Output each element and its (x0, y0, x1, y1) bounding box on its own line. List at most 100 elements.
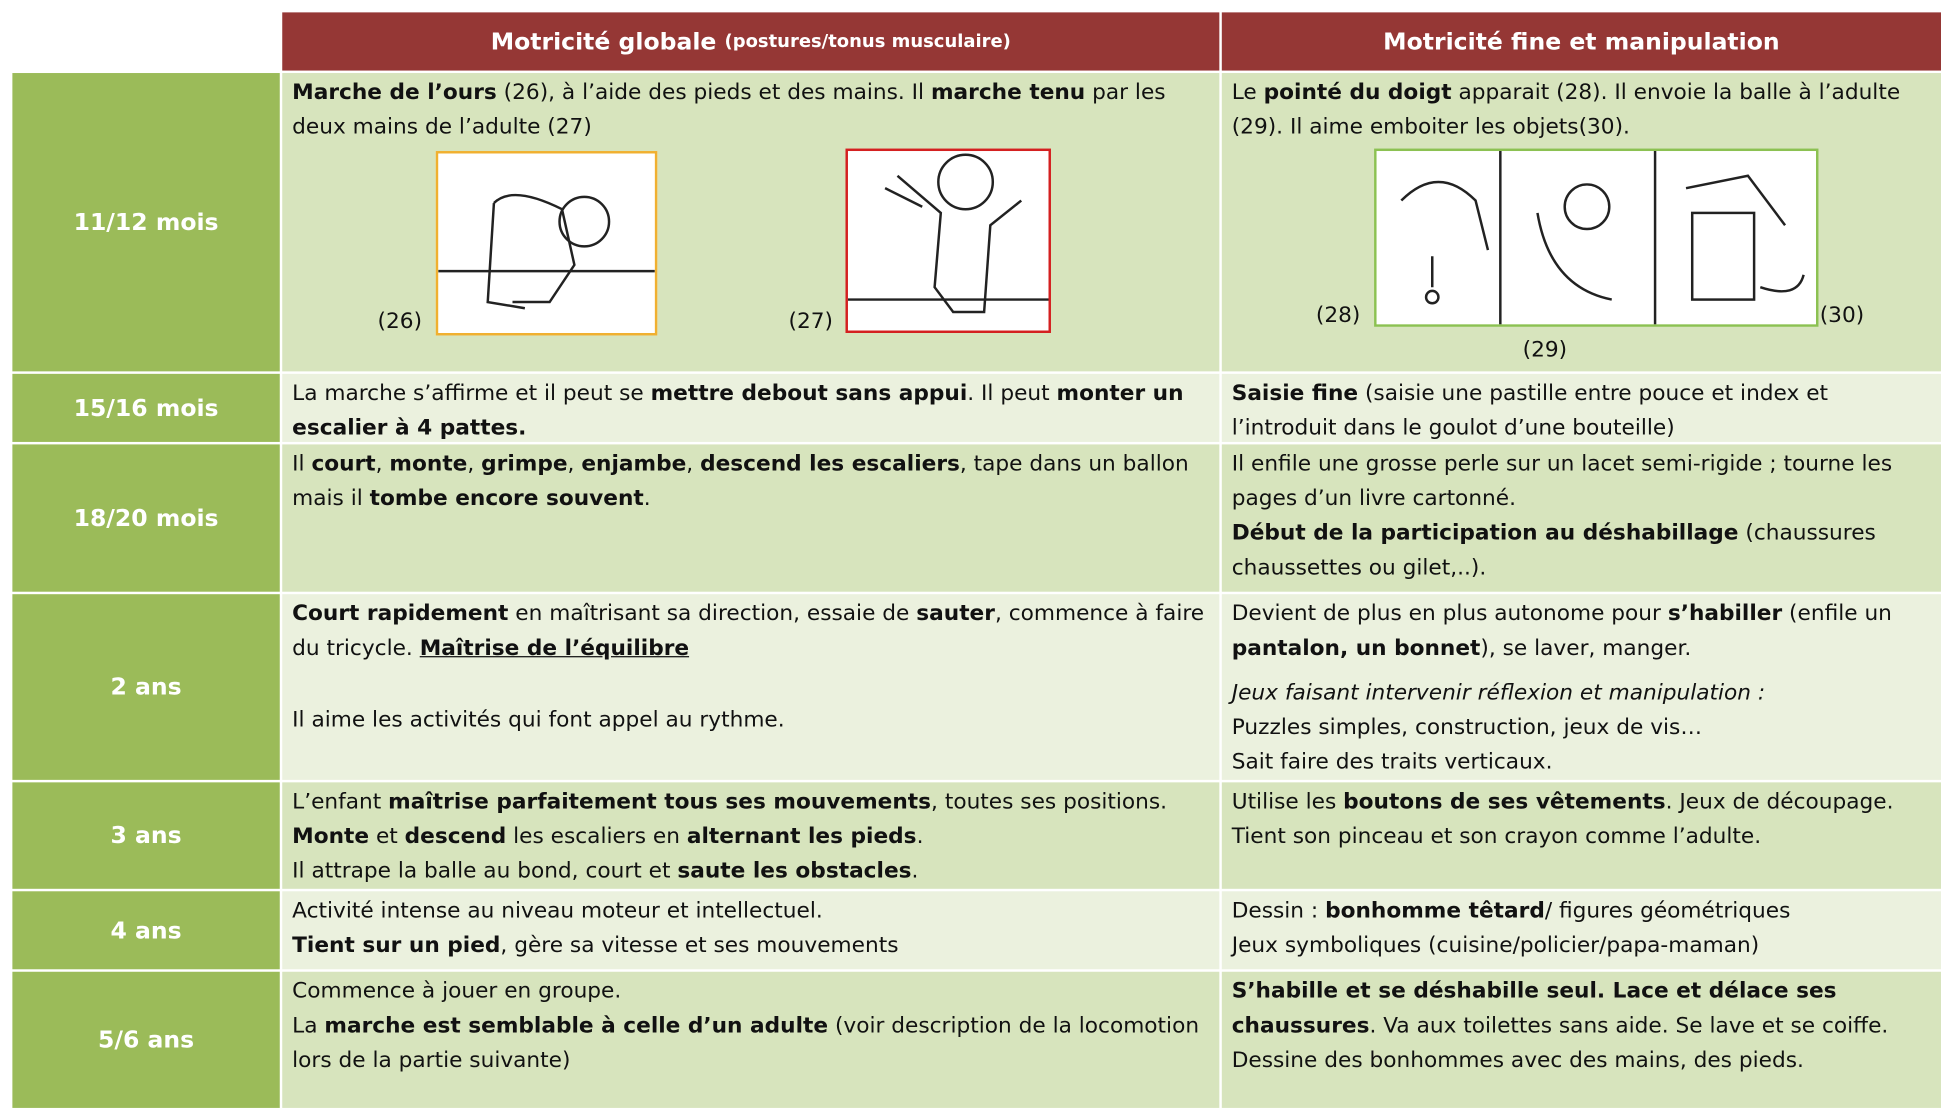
paragraph: Il attrape la balle au bond, court et sa… (292, 854, 1212, 889)
text-run: . Il peut (967, 381, 1057, 407)
text-run: en maîtrisant sa direction, essaie de (508, 601, 917, 627)
text-run: , (567, 451, 582, 477)
age-cell: 4 ans (12, 891, 280, 970)
text-run: , commence à faire du tricycle. (292, 601, 1205, 662)
content-cell: L’enfant maîtrise parfaitement tous ses … (282, 782, 1220, 889)
text-run: Commence à jouer en groupe. (292, 979, 622, 1004)
paragraph: La marche est semblable à celle d’un adu… (292, 1009, 1212, 1078)
age-cell: 11/12 mois (12, 73, 280, 372)
text-run: Jeux symboliques (cuisine/policier/papa-… (1231, 933, 1760, 959)
text-run: par les deux mains de l’adulte (27) (292, 80, 1166, 140)
illustration (845, 148, 1051, 333)
text-run: , gère sa vitesse et ses mouvements (500, 933, 899, 959)
content-cell: S’habille et se déshabille seul. Lace et… (1221, 971, 1941, 1108)
content-cell: Dessin : bonhomme têtard/ figures géomét… (1221, 891, 1941, 970)
text-run: et (369, 824, 405, 850)
text-run: . Jeux de découpage. (1665, 789, 1894, 815)
text-run: ), se laver, manger. (1480, 636, 1692, 662)
text-run: . Va aux toilettes sans aide. Se lave et… (1369, 1013, 1889, 1039)
text-run: les escaliers en (506, 824, 687, 850)
text-run: descend les escaliers (700, 451, 960, 477)
sketch (847, 153, 1049, 314)
text-run: maîtrise parfaitement tous ses mouvement… (388, 789, 932, 815)
paragraph: Il aime les activités qui font appel au … (292, 703, 1212, 738)
age-cell: 15/16 mois (12, 373, 280, 442)
text-run: L’enfant (292, 789, 389, 815)
text-run: Activité intense au niveau moteur et int… (292, 898, 823, 924)
header-cell: Motricité fine et manipulation (1221, 12, 1941, 71)
content-cell: Marche de l’ours (26), à l’aide des pied… (282, 73, 1220, 372)
paragraph: Court rapidement en maîtrisant sa direct… (292, 597, 1212, 666)
paragraph: Tient sur un pied, gère sa vitesse et se… (292, 928, 1212, 963)
text-run: marche tenu (930, 80, 1086, 106)
paragraph: Il enfile une grosse perle sur un lacet … (1232, 447, 1934, 516)
figure-caption: (27) (788, 309, 834, 335)
paragraph: Le pointé du doigt apparait (28). Il env… (1232, 76, 1934, 145)
content-cell: Devient de plus en plus autonome pour s’… (1221, 594, 1941, 780)
text-run: (enfile un (1782, 601, 1892, 627)
text-run: Il aime les activités qui font appel au … (292, 708, 785, 733)
text-run: Il attrape la balle au bond, court et (292, 859, 678, 884)
content-cell: Utilise les boutons de ses vêtements. Je… (1221, 782, 1941, 889)
figure-caption: (29) (1522, 337, 1568, 363)
text-run: Maîtrise de l’équilibre (419, 636, 690, 662)
header-title: Motricité globale (490, 27, 717, 56)
text-run: boutons de ses vêtements (1343, 789, 1666, 815)
text-run: apparait (28). Il envoie la balle à l’ad… (1231, 80, 1901, 140)
text-run: , (686, 451, 701, 477)
content-cell: Saisie fine (saisie une pastille entre p… (1221, 373, 1941, 442)
paragraph: La marche s’affirme et il peut se mettre… (292, 376, 1212, 442)
text-run: , (467, 451, 482, 477)
paragraph: Sait faire des traits verticaux. (1232, 745, 1934, 780)
content-cell: Il enfile une grosse perle sur un lacet … (1221, 444, 1941, 592)
text-run: marche est semblable à celle d’un adulte (324, 1013, 829, 1039)
text-run: monte (389, 451, 468, 477)
text-run: pointé du doigt (1263, 80, 1452, 106)
text-run: monter un escalier à 4 pattes. (292, 381, 1184, 441)
content-cell: Commence à jouer en groupe. La marche est… (282, 971, 1220, 1108)
paragraph: Tient son pinceau et son crayon comme l’… (1232, 819, 1934, 854)
text-run: Marche de l’ours (292, 80, 497, 106)
paragraph: Commence à jouer en groupe. (292, 974, 1212, 1009)
text-run: . (916, 824, 924, 850)
text-run: tombe encore souvent (369, 486, 644, 512)
paragraph: Devient de plus en plus autonome pour s’… (1232, 597, 1934, 666)
header-title: Motricité fine et manipulation (1383, 27, 1780, 56)
text-run: S’habille et se déshabille seul. Lace et… (1231, 979, 1837, 1039)
text-run: Utilise les (1231, 789, 1344, 815)
text-run: (voir description de la locomotion lors … (292, 1013, 1200, 1074)
text-run: , (375, 451, 390, 477)
text-run: La marche s’affirme et il peut se (292, 381, 651, 407)
text-run: Tient sur un pied (292, 933, 501, 959)
sketch (1400, 151, 1805, 325)
text-run: Début de la participation au déshabillag… (1231, 521, 1739, 546)
age-cell: 3 ans (12, 782, 280, 889)
text-run: bonhomme têtard (1325, 898, 1545, 924)
sketch (438, 193, 655, 310)
figure-caption: (28) (1315, 303, 1361, 329)
paragraph: Il court, monte, grimpe, enjambe, descen… (292, 447, 1212, 516)
age-cell: 5/6 ans (12, 971, 280, 1108)
age-cell: 2 ans (12, 594, 280, 780)
text-run: Devient de plus en plus autonome pour (1231, 601, 1668, 627)
content-cell: Court rapidement en maîtrisant sa direct… (282, 594, 1220, 780)
paragraph: Monte et descend les escaliers en altern… (292, 819, 1212, 854)
paragraph: Utilise les boutons de ses vêtements. Je… (1232, 785, 1934, 820)
text-run: Sait faire des traits verticaux. (1231, 750, 1553, 775)
paragraph: Puzzles simples, construction, jeux de v… (1232, 711, 1934, 746)
text-run: La (292, 1013, 325, 1039)
text-run: Monte (292, 824, 370, 850)
text-run: Court rapidement (292, 601, 509, 627)
figure-caption: (26) (377, 309, 423, 335)
text-run: Saisie fine (1231, 381, 1359, 407)
text-run: Puzzles simples, construction, jeux de v… (1231, 715, 1702, 741)
text-run: grimpe (481, 451, 568, 477)
text-run: . (643, 486, 651, 512)
paragraph: Dessin : bonhomme têtard/ figures géomét… (1232, 894, 1934, 929)
paragraph: Activité intense au niveau moteur et int… (292, 894, 1212, 929)
age-cell: 18/20 mois (12, 444, 280, 592)
text-run: Dessin : (1231, 898, 1326, 924)
text-run: s’habiller (1667, 601, 1783, 627)
paragraph: Début de la participation au déshabillag… (1232, 516, 1934, 585)
